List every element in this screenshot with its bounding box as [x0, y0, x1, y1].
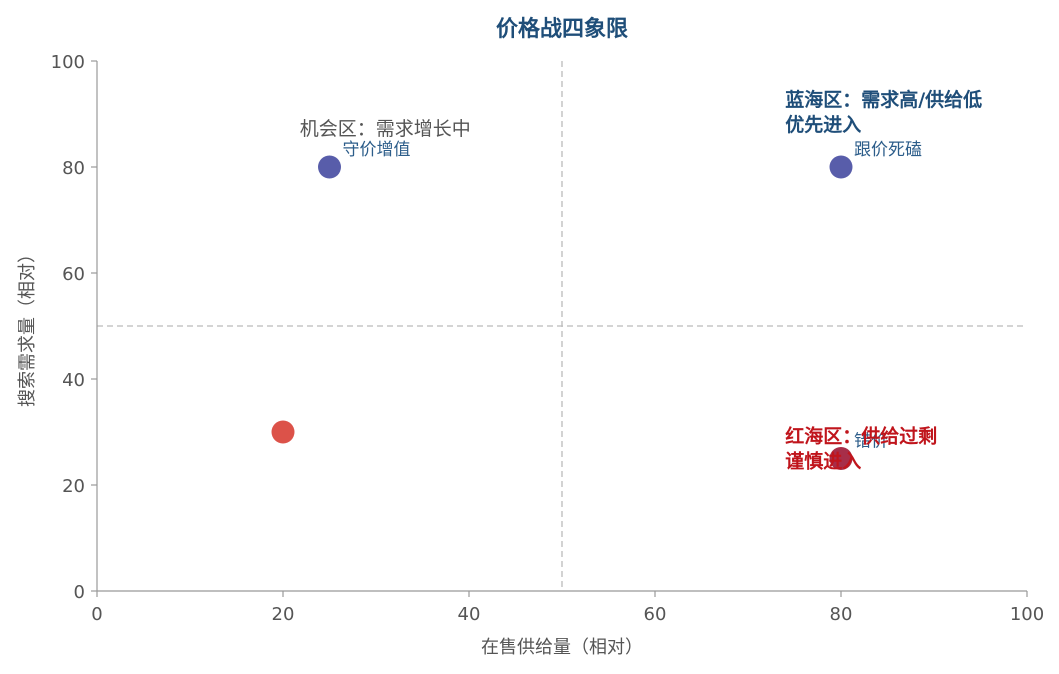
- scatter-points: [271, 155, 853, 470]
- x-tick-label: 80: [830, 604, 853, 625]
- data-point: [829, 447, 853, 470]
- quadrant-annotation: 机会区：需求增长中: [300, 118, 471, 140]
- axes: [96, 61, 1027, 592]
- point-label: 跟价死磕: [854, 140, 922, 160]
- x-tick-label: 40: [458, 604, 481, 625]
- y-tick-label: 40: [62, 370, 85, 391]
- annotation-line: 谨慎进入: [785, 450, 861, 473]
- x-tick-label: 20: [272, 604, 295, 625]
- quadrant-annotation: 蓝海区：需求高/供给低优先进入: [785, 88, 982, 136]
- y-axis-label: 搜索需求量（相对）: [17, 245, 38, 407]
- x-axis-ticks: 0 20 40 60 80 100: [91, 591, 1044, 625]
- y-axis-ticks: 0 20 40 60 80 100: [51, 52, 97, 603]
- x-tick-label: 0: [91, 604, 102, 625]
- x-tick-label: 100: [1010, 604, 1044, 625]
- annotation-line: 蓝海区：需求高/供给低: [785, 88, 982, 111]
- x-axis-label: 在售供给量（相对）: [481, 637, 643, 658]
- y-tick-label: 60: [62, 264, 85, 285]
- data-point: [829, 155, 853, 179]
- annotation-line: 红海区：供给过剩: [785, 425, 937, 448]
- y-tick-label: 100: [51, 52, 85, 73]
- point-label: 错价: [854, 432, 888, 452]
- annotation-line: 机会区：需求增长中: [300, 118, 471, 140]
- y-tick-label: 20: [62, 476, 85, 497]
- data-point: [271, 420, 295, 444]
- chart-title: 价格战四象限: [496, 16, 628, 42]
- data-point: [318, 155, 341, 179]
- y-tick-label: 0: [74, 582, 85, 603]
- point-label: 守价增值: [343, 140, 411, 160]
- y-tick-label: 80: [62, 158, 85, 179]
- quadrant-guides: [97, 61, 1027, 591]
- quadrant-annotation: 红海区：供给过剩谨慎进入: [785, 425, 937, 473]
- annotation-line: 优先进入: [785, 113, 861, 136]
- x-tick-label: 60: [644, 604, 667, 625]
